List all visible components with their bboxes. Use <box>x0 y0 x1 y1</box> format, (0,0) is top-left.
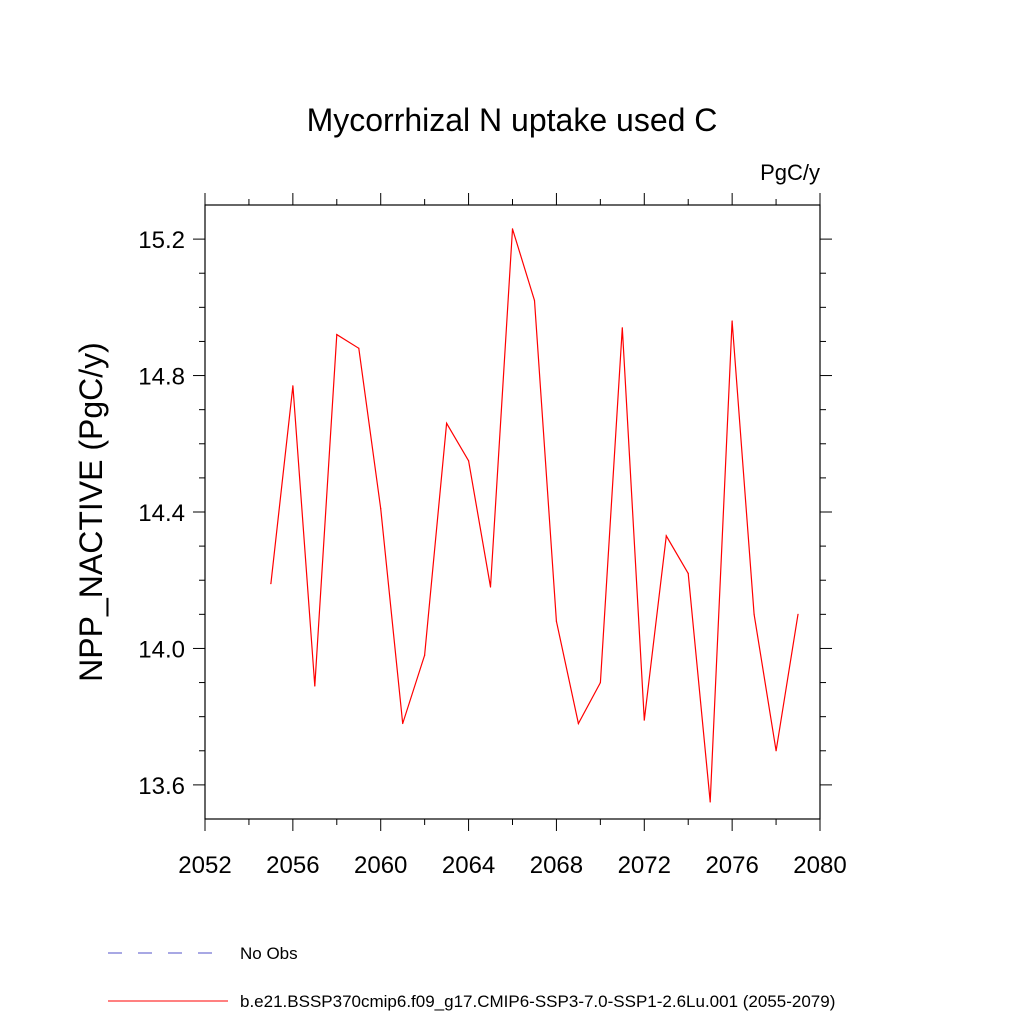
y-tick-label: 14.0 <box>138 636 185 663</box>
data-point <box>665 535 667 537</box>
data-point <box>402 722 404 725</box>
data-point <box>643 719 645 721</box>
plot-frame <box>204 204 821 820</box>
legend-label: No Obs <box>240 944 298 963</box>
y-tick-label: 15.2 <box>138 227 185 254</box>
data-point <box>621 327 623 329</box>
data-point <box>555 620 558 622</box>
units-label: PgC/y <box>760 160 820 185</box>
legend-label: b.e21.BSSP370cmip6.f09_g17.CMIP6-SSP3-7.… <box>240 992 835 1011</box>
data-point <box>775 750 777 752</box>
x-tick-label: 2076 <box>705 852 758 879</box>
data-point <box>358 347 360 349</box>
x-tick-label: 2072 <box>618 852 671 879</box>
data-point <box>599 681 601 684</box>
y-tick-label: 14.4 <box>138 500 185 527</box>
data-point <box>753 613 755 615</box>
x-tick-label: 2080 <box>793 852 846 879</box>
x-tick-label: 2068 <box>530 852 583 879</box>
data-point <box>511 228 514 230</box>
data-point <box>687 572 689 575</box>
y-tick-label: 13.6 <box>138 773 185 800</box>
x-tick-label: 2060 <box>354 852 407 879</box>
tick-labels: 2052 2056 2060 2064 2068 2072 2076 2080 13.6 14.0… <box>138 227 846 879</box>
data-point <box>270 583 272 585</box>
data-point <box>446 422 448 424</box>
y-axis-label: NPP_NACTIVE (PgC/y) <box>73 342 109 682</box>
data-point <box>489 586 492 588</box>
data-point <box>797 613 799 615</box>
legend: No Obs b.e21.BSSP370cmip6.f09_g17.CMIP6-S… <box>108 944 835 1011</box>
axis-ticks <box>193 193 832 831</box>
data-point <box>424 654 426 656</box>
chart-title: Mycorrhizal N uptake used C <box>307 102 718 138</box>
data-point <box>731 320 733 322</box>
x-tick-label: 2052 <box>178 852 231 879</box>
data-point <box>709 801 711 803</box>
data-point <box>314 685 316 687</box>
series-line <box>270 228 799 802</box>
data-point <box>380 507 382 510</box>
x-tick-label: 2064 <box>442 852 495 879</box>
data-point <box>292 385 294 387</box>
x-tick-label: 2056 <box>266 852 319 879</box>
data-point <box>467 460 470 462</box>
data-point <box>336 334 338 336</box>
data-point <box>577 722 579 725</box>
y-tick-label: 14.8 <box>138 364 185 391</box>
series-layer <box>270 228 799 803</box>
data-point <box>533 299 536 302</box>
